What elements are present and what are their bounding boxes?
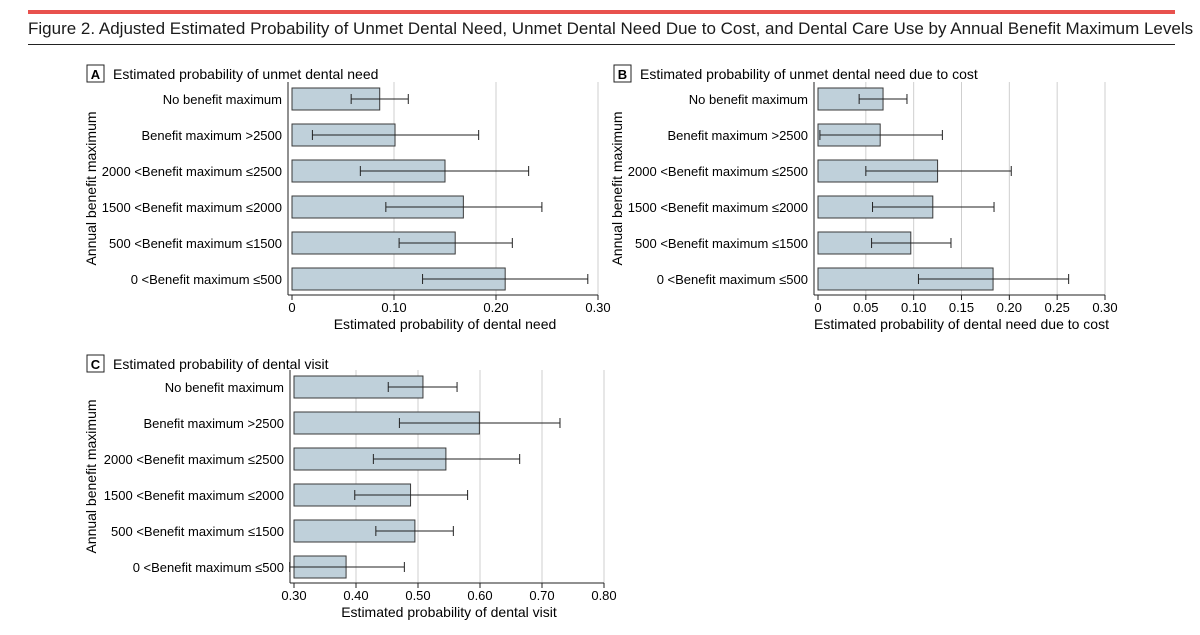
x-axis-label: Estimated probability of dental visit bbox=[341, 604, 557, 620]
category-label: 1500 <Benefit maximum ≤2000 bbox=[102, 200, 282, 215]
panel-title: Estimated probability of unmet dental ne… bbox=[640, 66, 978, 82]
panel-label-box bbox=[86, 354, 105, 373]
panel-label: B bbox=[618, 67, 627, 82]
category-label: 2000 <Benefit maximum ≤2500 bbox=[104, 452, 284, 467]
panel-title: Estimated probability of unmet dental ne… bbox=[113, 66, 378, 82]
panel-label: C bbox=[91, 357, 101, 372]
category-label: Benefit maximum >2500 bbox=[143, 416, 284, 431]
x-tick-label: 0.50 bbox=[405, 588, 430, 603]
category-label: 0 <Benefit maximum ≤500 bbox=[131, 272, 282, 287]
x-tick-label: 0 bbox=[814, 300, 821, 315]
chart-panel-b: B Estimated probability of unmet dental n… bbox=[609, 64, 1118, 332]
category-label: 500 <Benefit maximum ≤1500 bbox=[109, 236, 282, 251]
x-tick-label: 0.30 bbox=[585, 300, 610, 315]
panel-label-box bbox=[613, 64, 632, 83]
category-label: No benefit maximum bbox=[689, 92, 808, 107]
x-tick-label: 0.20 bbox=[997, 300, 1022, 315]
category-label: 1500 <Benefit maximum ≤2000 bbox=[104, 488, 284, 503]
x-tick-label: 0.25 bbox=[1045, 300, 1070, 315]
x-tick-label: 0 bbox=[288, 300, 295, 315]
x-tick-label: 0.10 bbox=[381, 300, 406, 315]
x-tick-label: 0.05 bbox=[853, 300, 878, 315]
x-tick-label: 0.80 bbox=[591, 588, 616, 603]
x-tick-label: 0.70 bbox=[529, 588, 554, 603]
category-label: No benefit maximum bbox=[163, 92, 282, 107]
x-axis-label: Estimated probability of dental need due… bbox=[814, 316, 1109, 332]
accent-rule bbox=[28, 10, 1175, 14]
y-axis-label: Annual benefit maximum bbox=[83, 399, 99, 553]
category-label: Benefit maximum >2500 bbox=[667, 128, 808, 143]
category-label: 500 <Benefit maximum ≤1500 bbox=[635, 236, 808, 251]
x-axis-label: Estimated probability of dental need bbox=[334, 316, 557, 332]
figure-title: Figure 2. Adjusted Estimated Probability… bbox=[28, 19, 1194, 38]
x-tick-label: 0.60 bbox=[467, 588, 492, 603]
x-tick-label: 0.10 bbox=[901, 300, 926, 315]
title-divider bbox=[28, 44, 1175, 45]
x-tick-label: 0.20 bbox=[483, 300, 508, 315]
category-label: 0 <Benefit maximum ≤500 bbox=[133, 560, 284, 575]
category-label: 1500 <Benefit maximum ≤2000 bbox=[628, 200, 808, 215]
chart-panel-a: A Estimated probability of unmet dental n… bbox=[83, 64, 611, 332]
panel-title: Estimated probability of dental visit bbox=[113, 356, 329, 372]
x-tick-label: 0.30 bbox=[1092, 300, 1117, 315]
category-label: 2000 <Benefit maximum ≤2500 bbox=[102, 164, 282, 179]
category-label: 500 <Benefit maximum ≤1500 bbox=[111, 524, 284, 539]
panel-label-box bbox=[86, 64, 105, 83]
x-tick-label: 0.40 bbox=[343, 588, 368, 603]
panel-label: A bbox=[91, 67, 101, 82]
category-label: 2000 <Benefit maximum ≤2500 bbox=[628, 164, 808, 179]
y-axis-label: Annual benefit maximum bbox=[609, 111, 625, 265]
x-tick-label: 0.30 bbox=[281, 588, 306, 603]
category-label: No benefit maximum bbox=[165, 380, 284, 395]
category-label: Benefit maximum >2500 bbox=[141, 128, 282, 143]
chart-panel-c: C Estimated probability of dental visit0.… bbox=[83, 354, 617, 620]
y-axis-label: Annual benefit maximum bbox=[83, 111, 99, 265]
category-label: 0 <Benefit maximum ≤500 bbox=[657, 272, 808, 287]
x-tick-label: 0.15 bbox=[949, 300, 974, 315]
